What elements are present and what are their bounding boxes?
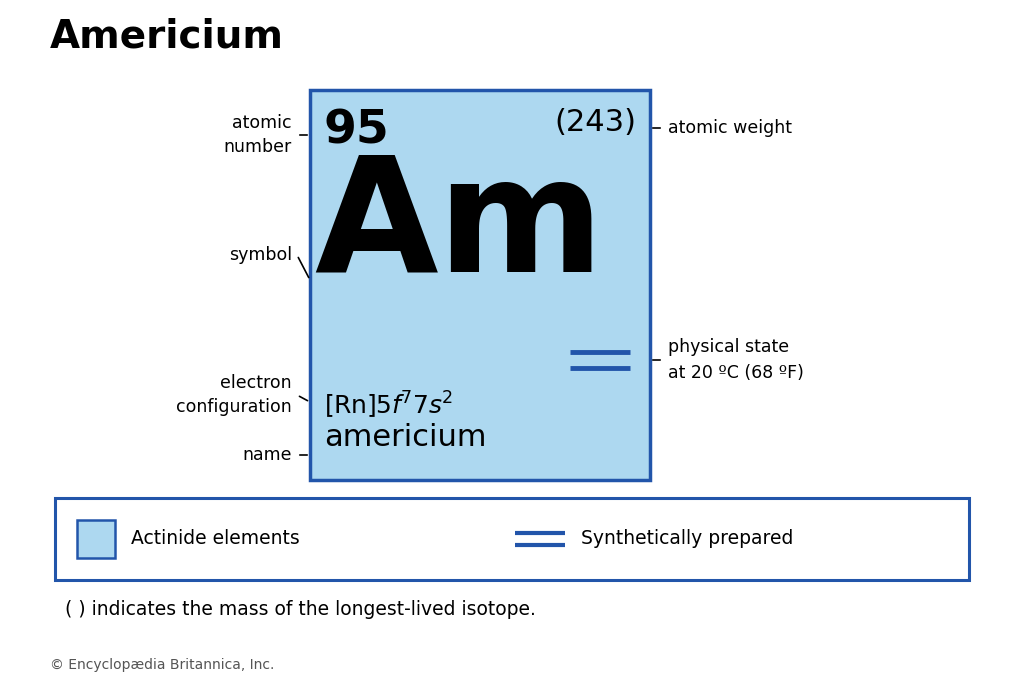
- Text: ( ) indicates the mass of the longest-lived isotope.: ( ) indicates the mass of the longest-li…: [65, 600, 536, 619]
- Text: Actinide elements: Actinide elements: [131, 529, 300, 549]
- Bar: [310, 90, 650, 480]
- Bar: [77, 520, 115, 558]
- Text: atomic weight: atomic weight: [668, 119, 792, 137]
- Text: name: name: [243, 446, 292, 464]
- Text: symbol: symbol: [229, 246, 292, 264]
- Text: electron
configuration: electron configuration: [176, 373, 292, 417]
- Text: (243): (243): [554, 108, 636, 137]
- Text: physical state
at 20 ºC (68 ºF): physical state at 20 ºC (68 ºF): [668, 339, 804, 382]
- Text: $\mathregular{[Rn]5}f\mathregular{^7}7s\mathregular{^2}$: $\mathregular{[Rn]5}f\mathregular{^7}7s\…: [324, 390, 454, 421]
- Text: atomic
number: atomic number: [224, 114, 292, 157]
- Text: americium: americium: [324, 423, 486, 452]
- Text: Synthetically prepared: Synthetically prepared: [581, 529, 794, 549]
- Text: 95: 95: [324, 108, 390, 153]
- Bar: [55, 498, 969, 580]
- Text: © Encyclopædia Britannica, Inc.: © Encyclopædia Britannica, Inc.: [50, 658, 274, 672]
- Text: Am: Am: [314, 150, 604, 305]
- Text: Americium: Americium: [50, 18, 284, 56]
